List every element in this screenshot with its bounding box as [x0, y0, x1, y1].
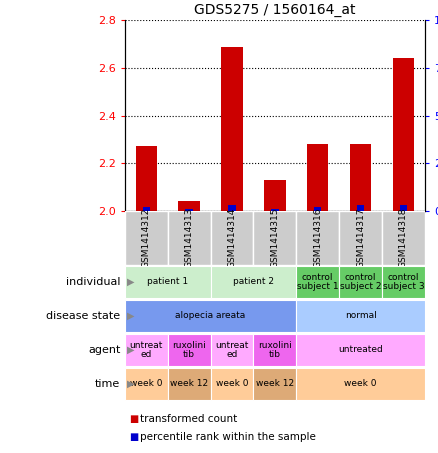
Text: GSM1414316: GSM1414316 — [313, 207, 322, 268]
Text: week 0: week 0 — [344, 380, 377, 388]
Bar — [168, 334, 211, 366]
Bar — [307, 144, 328, 211]
Text: GSM1414315: GSM1414315 — [270, 207, 279, 268]
Bar — [339, 266, 382, 298]
Bar — [382, 266, 425, 298]
Text: alopecia areata: alopecia areata — [176, 312, 246, 320]
Text: agent: agent — [88, 345, 120, 355]
Text: week 0: week 0 — [216, 380, 248, 388]
Bar — [296, 266, 339, 298]
Bar — [296, 300, 425, 332]
Text: ▶: ▶ — [127, 277, 134, 287]
Bar — [178, 201, 200, 211]
Bar — [314, 207, 321, 211]
Text: ▶: ▶ — [127, 311, 134, 321]
Bar — [296, 368, 425, 400]
Text: untreated: untreated — [338, 346, 383, 354]
Text: patient 1: patient 1 — [147, 278, 188, 286]
Bar — [185, 209, 193, 211]
Bar — [168, 211, 211, 265]
Text: ▶: ▶ — [127, 345, 134, 355]
Bar — [211, 368, 254, 400]
Text: percentile rank within the sample: percentile rank within the sample — [140, 432, 316, 442]
Bar — [271, 209, 279, 211]
Text: GSM1414312: GSM1414312 — [142, 207, 151, 268]
Text: normal: normal — [345, 312, 376, 320]
Text: ruxolini
tib: ruxolini tib — [258, 341, 292, 359]
Text: control
subject 2: control subject 2 — [340, 273, 381, 291]
Text: control
subject 3: control subject 3 — [383, 273, 424, 291]
Text: ▶: ▶ — [127, 379, 134, 389]
Bar — [357, 205, 364, 211]
Text: transformed count: transformed count — [140, 414, 237, 424]
Bar — [228, 205, 236, 211]
Bar — [221, 47, 243, 211]
Text: individual: individual — [66, 277, 120, 287]
Bar — [393, 58, 414, 211]
Text: untreat
ed: untreat ed — [215, 341, 249, 359]
Bar — [400, 205, 407, 211]
Bar — [142, 207, 150, 211]
Text: ■: ■ — [129, 432, 138, 442]
Bar — [125, 266, 211, 298]
Bar — [125, 368, 168, 400]
Bar — [296, 211, 339, 265]
Text: ■: ■ — [129, 414, 138, 424]
Bar — [125, 211, 168, 265]
Bar — [254, 368, 296, 400]
Bar — [211, 334, 254, 366]
Title: GDS5275 / 1560164_at: GDS5275 / 1560164_at — [194, 3, 356, 17]
Text: disease state: disease state — [46, 311, 120, 321]
Bar — [168, 368, 211, 400]
Text: time: time — [95, 379, 120, 389]
Text: control
subject 1: control subject 1 — [297, 273, 339, 291]
Text: week 12: week 12 — [170, 380, 208, 388]
Bar — [135, 146, 157, 211]
Text: patient 2: patient 2 — [233, 278, 274, 286]
Bar — [254, 334, 296, 366]
Bar — [125, 334, 168, 366]
Text: ruxolini
tib: ruxolini tib — [172, 341, 206, 359]
Bar — [211, 211, 254, 265]
Text: week 12: week 12 — [256, 380, 294, 388]
Bar — [264, 180, 286, 211]
Bar — [296, 334, 425, 366]
Text: week 0: week 0 — [130, 380, 162, 388]
Text: GSM1414314: GSM1414314 — [227, 207, 237, 268]
Text: GSM1414318: GSM1414318 — [399, 207, 408, 268]
Bar — [339, 211, 382, 265]
Text: untreat
ed: untreat ed — [130, 341, 163, 359]
Bar — [382, 211, 425, 265]
Bar — [125, 300, 296, 332]
Bar — [211, 266, 296, 298]
Bar — [254, 211, 296, 265]
Text: GSM1414317: GSM1414317 — [356, 207, 365, 268]
Bar — [350, 144, 371, 211]
Text: GSM1414313: GSM1414313 — [185, 207, 194, 268]
